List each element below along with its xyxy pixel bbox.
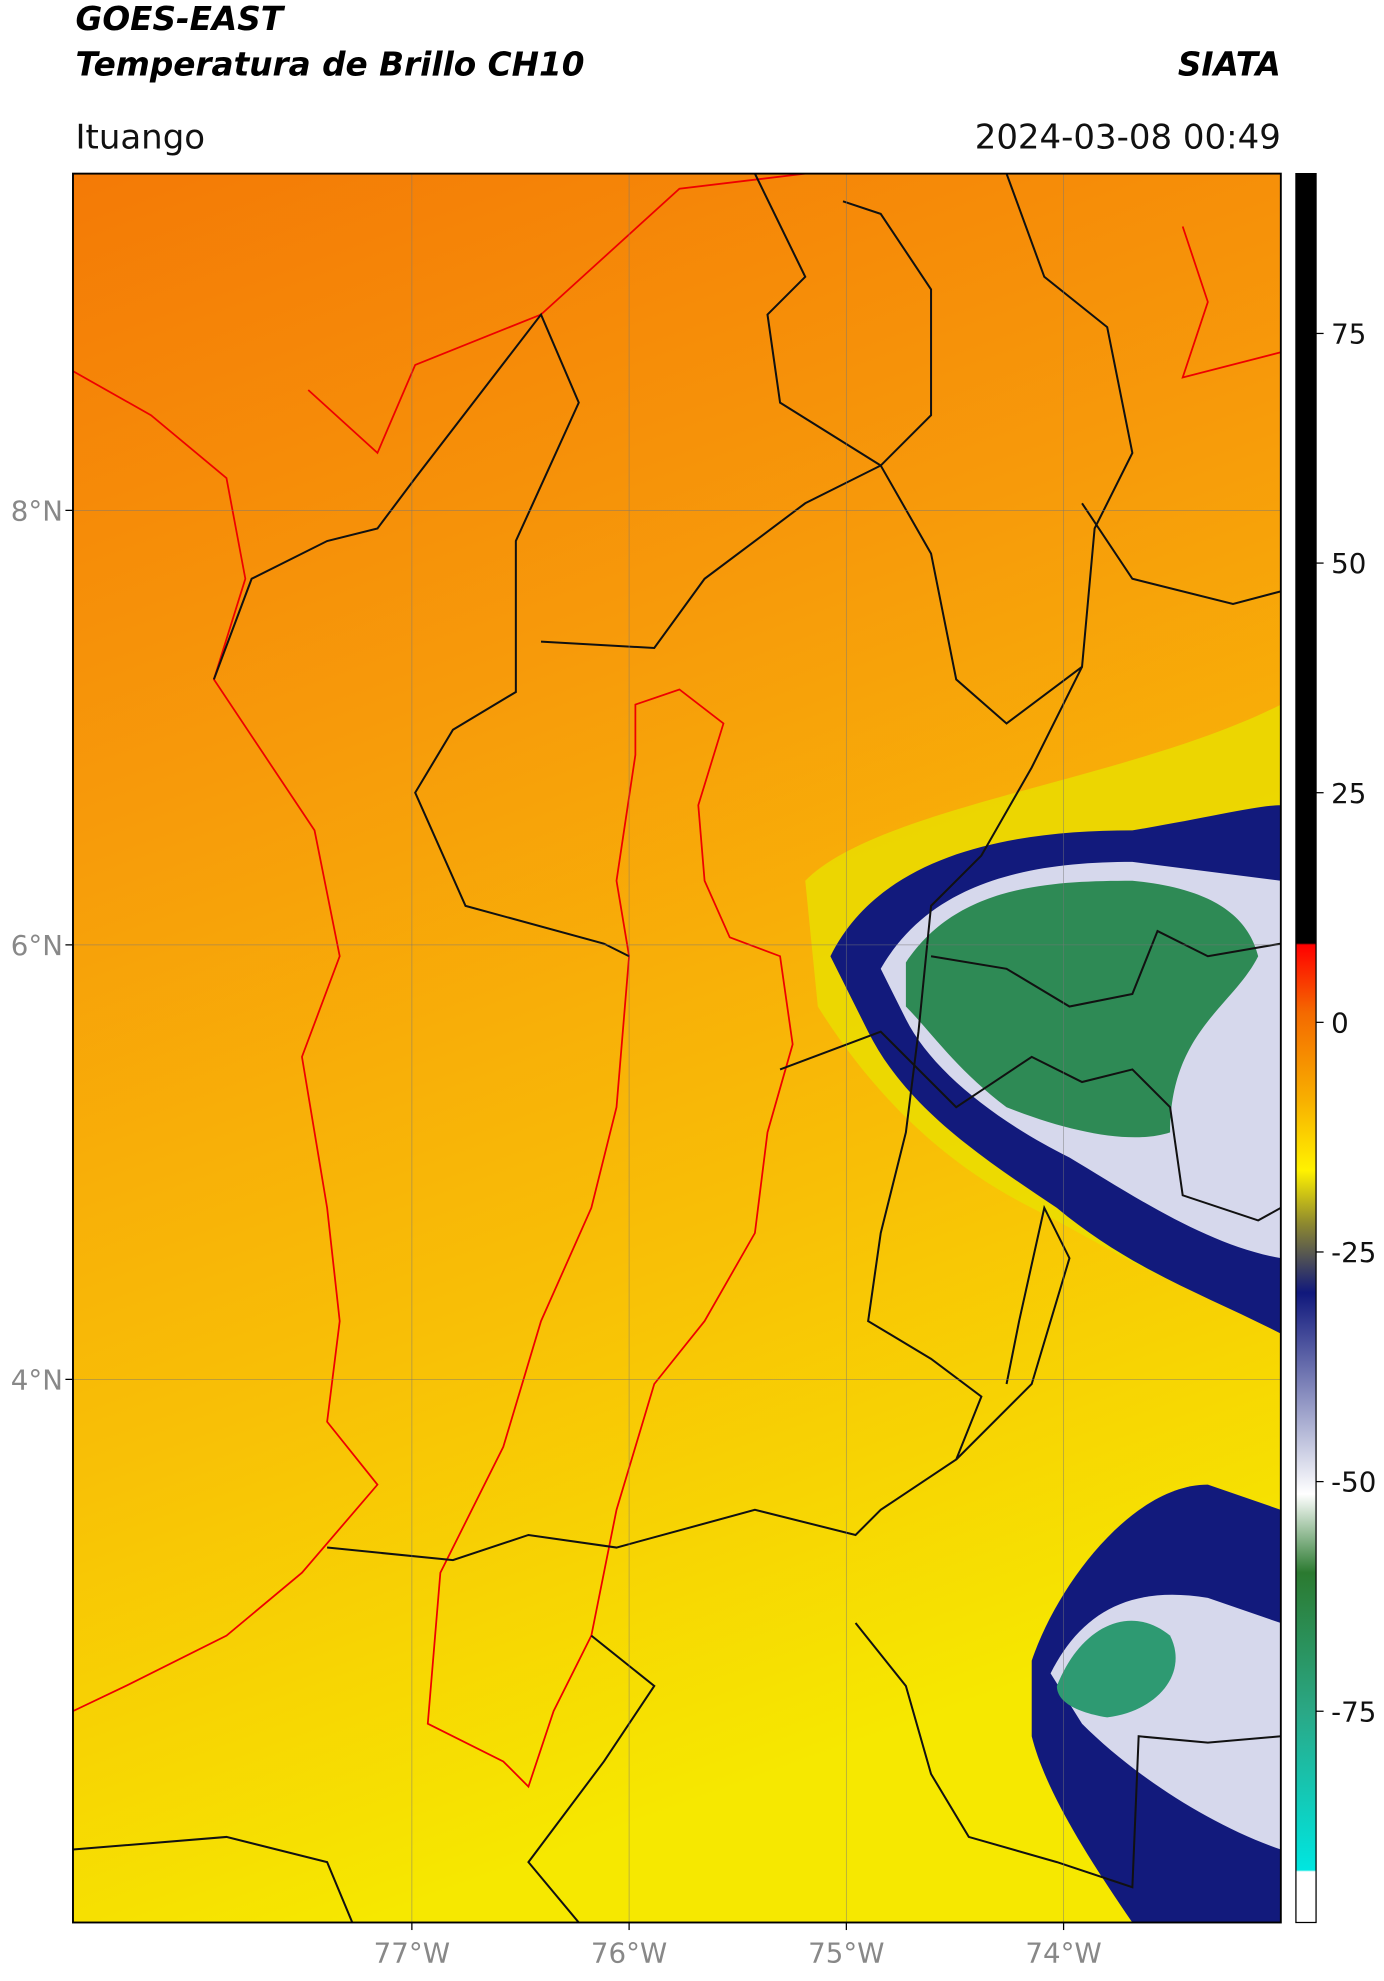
colorbar (1295, 172, 1317, 1924)
coastline (307, 173, 806, 455)
boundary (754, 173, 882, 467)
colorbar-tick-label: 50 (1331, 547, 1366, 580)
title: GOES-EAST (75, 0, 285, 38)
lon-tick-label: 76°W (591, 1937, 667, 1970)
boundary (212, 312, 630, 958)
boundary (930, 929, 1281, 1008)
map (72, 173, 1281, 1923)
boundary (72, 1835, 354, 1923)
cloud-coldest-south (1056, 1620, 1176, 1718)
boundary (779, 1030, 1281, 1222)
lon-tick-label: 75°W (808, 1937, 884, 1970)
coastline (72, 370, 379, 1712)
colorbar-tick-label: -75 (1331, 1695, 1376, 1728)
boundary (854, 1622, 1281, 1889)
boundary (842, 200, 933, 467)
colorbar-tick-label: 0 (1331, 1006, 1349, 1039)
organization: SIATA (1178, 45, 1281, 83)
boundary (327, 666, 1083, 1562)
location: Ituango (75, 117, 205, 157)
colorbar-tick-label: 25 (1331, 777, 1366, 810)
coastline (1181, 226, 1281, 379)
boundary (540, 173, 1134, 725)
boundary (955, 1204, 1071, 1461)
lat-tick-label: 4°N (11, 1363, 63, 1396)
subtitle: Temperatura de Brillo CH10 (75, 45, 584, 83)
colorbar-tick-label: 75 (1331, 318, 1366, 351)
colorbar-tick-label: -50 (1331, 1466, 1376, 1499)
lat-tick-label: 6°N (11, 929, 63, 962)
lon-tick-label: 77°W (374, 1937, 450, 1970)
boundary (1081, 502, 1281, 605)
colorbar-tick-label: -25 (1331, 1236, 1376, 1269)
boundary (527, 1634, 656, 1923)
datetime: 2024-03-08 00:49 (975, 117, 1281, 157)
lon-tick-label: 74°W (1025, 1937, 1101, 1970)
map-frame (72, 172, 1282, 1924)
lat-tick-label: 8°N (11, 494, 63, 527)
